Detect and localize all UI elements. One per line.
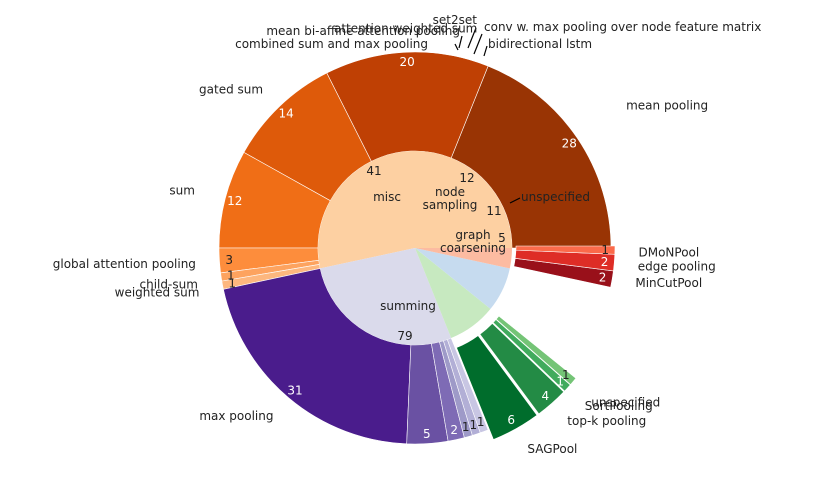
outer-value-label: 2 <box>601 255 609 269</box>
outer-category-label: conv w. max pooling over node feature ma… <box>484 20 761 34</box>
leader-line <box>454 43 459 51</box>
outer-category-label: top-k pooling <box>567 414 646 428</box>
outer-wedge-dmonpool <box>515 245 616 255</box>
outer-value-label: 1 <box>556 374 564 388</box>
outer-ring <box>218 51 616 445</box>
leader-line <box>509 197 521 204</box>
outer-category-label: combined sum and max pooling <box>235 37 428 51</box>
inner-wedge-summing <box>318 150 512 269</box>
inner-wedge-unspecified <box>415 248 510 309</box>
outer-value-label: 2 <box>599 270 607 284</box>
leader-line <box>473 33 483 55</box>
outer-value-label: 1 <box>462 420 470 434</box>
outer-wedge-top-k-pooling <box>479 322 565 415</box>
outer-category-label: attention weighted sum <box>334 22 477 36</box>
inner-category-label: misc <box>373 190 401 204</box>
outer-category-label: gated sum <box>199 83 263 97</box>
outer-category-label: MinCutPool <box>635 276 702 290</box>
outer-category-label: sum <box>169 184 195 198</box>
outer-value-label: 6 <box>507 413 515 427</box>
outer-value-label: 3 <box>225 253 233 267</box>
outer-value-label: 20 <box>399 55 414 69</box>
inner-category-label: summing <box>380 299 436 313</box>
outer-category-label: global attention pooling <box>53 257 196 271</box>
outer-value-label: 4 <box>541 389 549 403</box>
outer-category-label: unspecified <box>521 190 590 204</box>
inner-category-label: node sampling <box>423 185 478 212</box>
outer-wedge-sagpool <box>456 335 538 440</box>
leader-line <box>467 27 477 49</box>
outer-category-label: child-sum <box>140 277 198 291</box>
inner-value-label: 11 <box>486 204 501 218</box>
inner-wedge-node-sampling <box>415 248 491 339</box>
outer-value-label: 2 <box>450 423 458 437</box>
outer-category-label: set2set <box>433 13 478 27</box>
outer-category-label: mean pooling <box>626 98 708 112</box>
outer-value-label: 31 <box>287 383 302 397</box>
outer-value-label: 1 <box>477 415 485 429</box>
outer-category-label: SortPooling <box>585 399 653 413</box>
outer-value-label: 14 <box>279 107 294 121</box>
outer-category-label: edge pooling <box>638 260 716 274</box>
outer-value-label: 5 <box>423 427 431 441</box>
inner-wedge-graph-coarsening <box>415 248 512 269</box>
outer-category-label: max pooling <box>199 409 273 423</box>
outer-wedge-sortpooling <box>492 319 571 392</box>
leader-line <box>458 35 463 49</box>
outer-category-label: mean bi-affine attention pooling <box>266 24 460 38</box>
outer-value-label: 1 <box>562 368 570 382</box>
outer-category-label: bidirectional lstm <box>488 37 592 51</box>
inner-value-label: 79 <box>397 329 412 343</box>
inner-value-label: 5 <box>498 231 506 245</box>
outer-category-label: DMoNPool <box>638 246 699 260</box>
outer-category-label: unspecified <box>591 396 660 410</box>
inner-value-label: 41 <box>366 164 381 178</box>
outer-value-label: 1 <box>469 418 477 432</box>
outer-category-label: SAGPool <box>527 442 577 456</box>
outer-category-label: weighted sum <box>115 286 200 300</box>
leader-lines <box>454 27 521 204</box>
outer-value-label: 28 <box>562 137 577 151</box>
inner-category-label: graph coarsening <box>440 228 506 255</box>
inner-ring <box>318 150 512 345</box>
outer-value-label: 1 <box>227 269 235 283</box>
leader-line <box>483 45 488 57</box>
outer-value-label: 1 <box>601 243 609 257</box>
inner-wedge-misc <box>320 248 452 345</box>
inner-value-label: 12 <box>459 171 474 185</box>
outer-value-label: 1 <box>228 276 236 290</box>
outer-value-label: 12 <box>227 194 242 208</box>
